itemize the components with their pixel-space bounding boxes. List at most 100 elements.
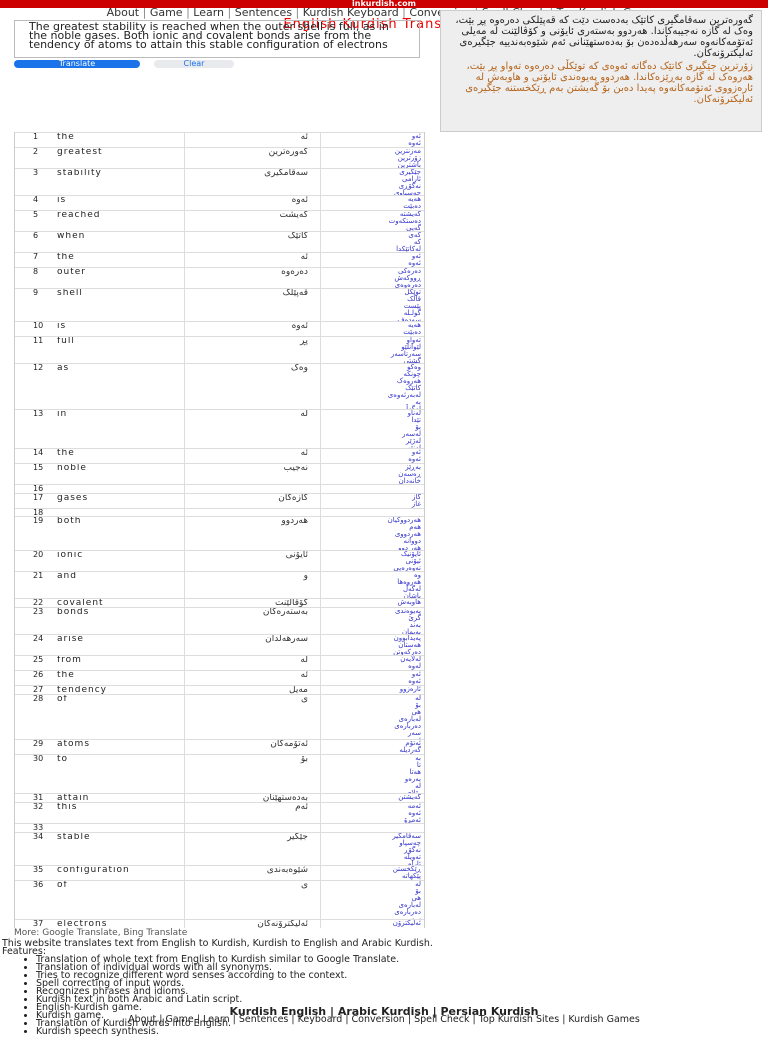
alternative-link[interactable]: ئەو [411, 448, 421, 456]
alternative-link[interactable]: پێست [403, 302, 421, 311]
alternative-link[interactable]: ئەوە [408, 808, 421, 817]
alternative-link[interactable]: ئەو [411, 133, 421, 140]
alternative-link[interactable]: پێکهاتە [402, 871, 421, 880]
alternative-link[interactable]: ئەلیکترۆن [392, 920, 421, 928]
alternative-link[interactable]: تێدا [411, 415, 421, 424]
alternative-link[interactable]: گەردیلە [399, 745, 421, 754]
alternative-link[interactable]: کاتێک [405, 384, 421, 393]
alternative-link[interactable]: ڕەسەن [398, 469, 421, 478]
alternative-link[interactable]: هەیە [407, 322, 421, 330]
alternative-link[interactable]: بۆ [415, 886, 421, 895]
alternative-link[interactable]: ڕێکخستن [392, 865, 421, 873]
alternative-link[interactable]: باشترین [397, 160, 421, 168]
alternative-link[interactable]: دەستکەوت [388, 217, 421, 226]
alternative-link[interactable]: توێکڵ [404, 289, 421, 297]
alternative-link[interactable]: هەیە [407, 196, 421, 204]
alternative-link[interactable]: دەرەکی [398, 268, 421, 275]
footer-main-link[interactable]: Persian Kurdish [440, 1005, 539, 1018]
alternative-link[interactable]: لەناو [407, 409, 421, 417]
alternative-link[interactable]: ئەوە [408, 139, 421, 147]
alternative-link[interactable]: پەیدابوون [393, 634, 421, 642]
footer-link[interactable]: Conversion [351, 1014, 405, 1025]
alternative-link[interactable]: هەروەها [397, 577, 421, 586]
footer-link[interactable]: Game [165, 1014, 194, 1025]
alternative-link[interactable]: ئەمڕۆ [403, 815, 421, 823]
clear-button[interactable]: Clear [154, 60, 234, 68]
nav-link[interactable]: Sentences [234, 6, 293, 19]
alternative-link[interactable]: تەواو [406, 337, 421, 345]
alternative-link[interactable]: لە [415, 781, 421, 790]
alternative-link[interactable]: ڕووکەش [394, 274, 421, 282]
alternative-link[interactable]: ئەوە [408, 259, 421, 267]
alternative-link[interactable]: ئیۆنی [405, 556, 421, 565]
alternative-link[interactable]: زۆرترین [397, 153, 421, 162]
alternative-link[interactable]: پەیوەندی [394, 607, 421, 615]
footer-link[interactable]: Learn [203, 1014, 230, 1025]
more-link[interactable]: Bing Translate [123, 928, 188, 938]
footer-link[interactable]: Keyboard [297, 1014, 343, 1025]
alternative-link[interactable]: دەرەوەی [394, 281, 421, 289]
alternative-link[interactable]: گەیشتە [399, 211, 421, 219]
nav-link[interactable]: Game [149, 6, 183, 19]
alternative-link[interactable]: دووانە [403, 537, 421, 546]
alternative-link[interactable]: بۆ [415, 422, 421, 431]
alternative-link[interactable]: ئی [321, 736, 421, 739]
alternative-link[interactable]: ئایۆنیک [401, 550, 421, 558]
alternative-link[interactable]: هەتا [409, 767, 421, 776]
alternative-link[interactable]: گەیشتن [398, 793, 421, 801]
alternative-link[interactable]: لەنێو [407, 443, 421, 448]
alternative-link[interactable]: هاوبەش [397, 598, 421, 606]
alternative-link[interactable]: لە [415, 880, 421, 888]
alternative-link[interactable]: تەویلە [403, 852, 421, 861]
footer-link[interactable]: About [128, 1014, 157, 1025]
alternative-link[interactable]: ئارام [407, 859, 421, 865]
alternative-link[interactable]: ئەو [411, 670, 421, 678]
alternative-link[interactable]: دەبێت [403, 202, 421, 211]
alternative-link[interactable]: خانەدان [398, 476, 421, 484]
alternative-link[interactable]: ئەتۆم [405, 739, 421, 747]
alternative-link[interactable]: ئارامی [402, 174, 421, 183]
more-link[interactable]: Google Translate [42, 928, 118, 938]
alternative-link[interactable]: سەرتاسەر [390, 350, 421, 359]
alternative-link[interactable]: نەگۆڕ [404, 845, 421, 854]
alternative-link[interactable]: بەند [409, 620, 421, 629]
alternative-link[interactable]: بە [415, 398, 421, 407]
alternative-link[interactable]: هەروەک [396, 377, 421, 386]
alternative-link[interactable]: چەسپاو [399, 838, 421, 847]
alternative-link[interactable]: تەوەرەیی [393, 563, 421, 571]
alternative-link[interactable]: بەرەو [404, 774, 421, 783]
alternative-link[interactable]: ئارەزوو [399, 685, 421, 693]
alternative-link[interactable]: لەگەڵ [321, 406, 421, 409]
footer-link[interactable]: Kurdish Games [568, 1014, 640, 1025]
alternative-link[interactable]: دەبێت [403, 328, 421, 337]
alternative-link[interactable]: لێوانلێو [401, 343, 421, 352]
alternative-link[interactable]: گاز [412, 493, 421, 501]
nav-link[interactable]: About [106, 6, 140, 19]
alternative-link[interactable]: بۆ [415, 700, 421, 709]
alternative-link[interactable]: هی [411, 707, 421, 716]
alternative-link[interactable]: لەبارەی [398, 900, 422, 909]
alternative-link[interactable]: هەردووی [394, 530, 421, 539]
alternative-link[interactable]: تا [416, 760, 421, 769]
alternative-link[interactable]: ئەوە [408, 454, 421, 463]
alternative-link[interactable]: سەر [408, 728, 421, 737]
alternative-link[interactable]: چونکە [403, 370, 421, 379]
footer-link[interactable]: Top Kurdish Sites [478, 1014, 560, 1025]
alternative-link[interactable]: جێگیری [399, 168, 421, 176]
alternative-link[interactable]: بەڕێز [405, 463, 421, 471]
alternative-link[interactable]: غاز [411, 499, 421, 508]
alternative-link[interactable]: گرێ [408, 613, 421, 622]
footer-link[interactable]: Sentences [238, 1014, 289, 1025]
footer-main-link[interactable]: Arabic Kurdish [337, 1005, 429, 1018]
alternative-link[interactable]: کە [413, 238, 421, 247]
alternative-link[interactable]: هەردووکیان [387, 517, 421, 525]
alternative-link[interactable]: لەگەڵ [402, 584, 421, 593]
alternative-link[interactable]: ئەوە [408, 676, 421, 685]
alternative-link[interactable]: لەبەرئەوەی [387, 391, 421, 400]
footer-main-link[interactable]: Kurdish English [229, 1005, 327, 1018]
alternative-link[interactable]: لەبارەی [398, 714, 422, 723]
alternative-link[interactable]: هەر دوو [398, 544, 421, 550]
alternative-link[interactable]: بە [415, 754, 421, 762]
alternative-link[interactable]: لەسەر [402, 429, 421, 438]
alternative-link[interactable]: سەدەف [397, 316, 421, 322]
